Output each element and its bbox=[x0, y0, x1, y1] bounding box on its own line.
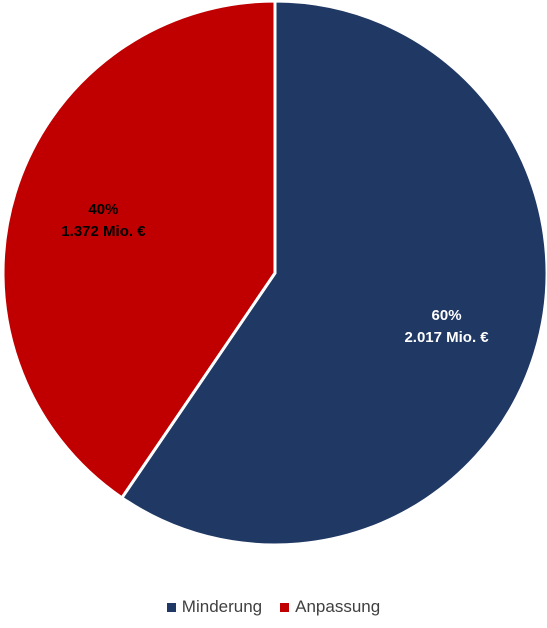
slice-percent-label-anpassung: 40% bbox=[88, 201, 118, 218]
legend-label-anpassung: Anpassung bbox=[295, 597, 381, 616]
pie-labels: 60% 2.017 Mio. € 40% 1.372 Mio. € bbox=[61, 201, 489, 346]
legend-label-minderung: Minderung bbox=[181, 597, 263, 616]
legend-item-anpassung[interactable]: Anpassung bbox=[280, 597, 380, 617]
slice-value-label-minderung: 2.017 Mio. € bbox=[404, 329, 489, 346]
legend: Minderung Anpassung bbox=[0, 597, 547, 617]
pie-slice-anpassung[interactable] bbox=[1, 0, 277, 500]
pie-slice-minderung[interactable] bbox=[120, 0, 547, 547]
slice-percent-label-minderung: 60% bbox=[432, 307, 462, 324]
legend-swatch-minderung bbox=[166, 602, 176, 612]
legend-swatch-anpassung bbox=[280, 602, 290, 612]
slice-value-label-anpassung: 1.372 Mio. € bbox=[61, 223, 146, 240]
pie-slices bbox=[1, 0, 547, 547]
legend-item-minderung[interactable]: Minderung bbox=[166, 597, 263, 617]
